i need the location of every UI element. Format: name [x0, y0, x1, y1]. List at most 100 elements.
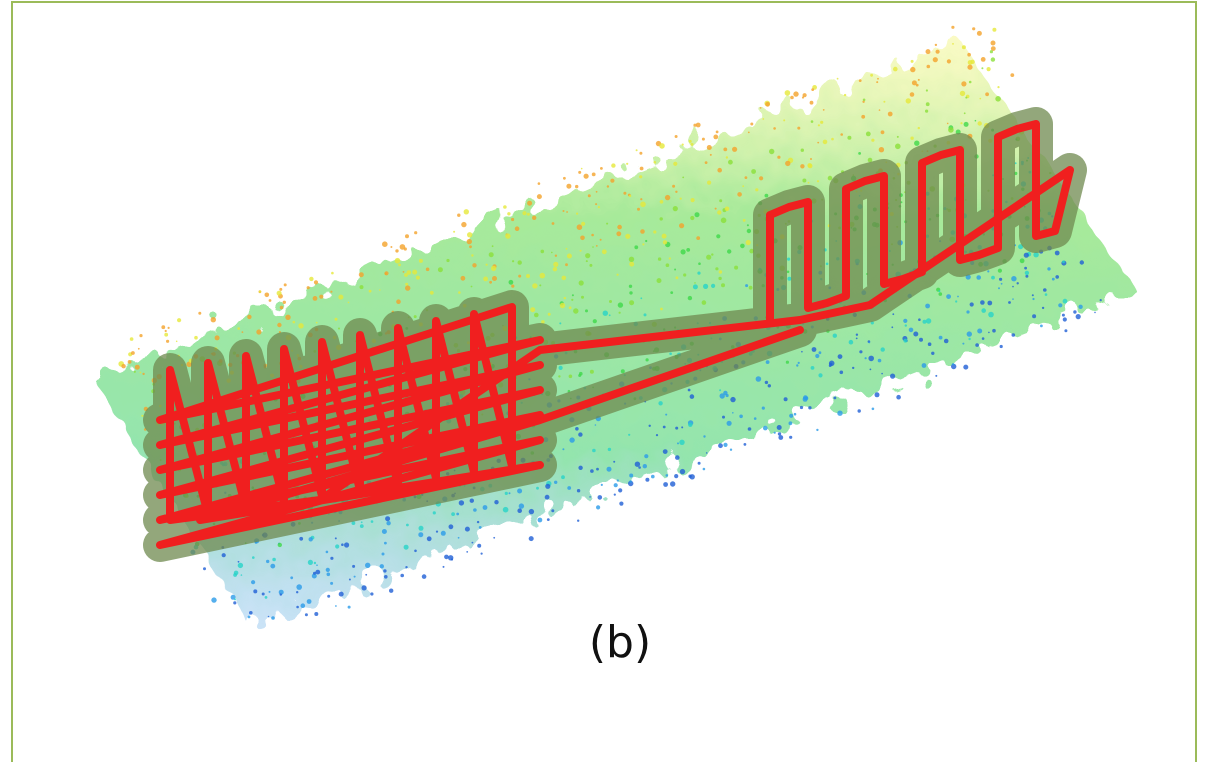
- point: [470, 499, 474, 503]
- point: [968, 338, 970, 340]
- point: [433, 511, 436, 514]
- point: [527, 201, 532, 206]
- point: [823, 109, 825, 111]
- point: [727, 249, 731, 253]
- point: [262, 593, 265, 596]
- point: [666, 474, 669, 477]
- point: [481, 553, 483, 555]
- point: [807, 163, 811, 167]
- point: [430, 291, 434, 295]
- point: [280, 593, 282, 595]
- point: [1017, 282, 1019, 284]
- point: [935, 375, 937, 377]
- point: [812, 347, 817, 352]
- point: [596, 191, 598, 193]
- point: [477, 544, 481, 548]
- point: [868, 158, 873, 163]
- point: [978, 121, 982, 125]
- point: [389, 589, 393, 593]
- point: [703, 284, 708, 289]
- point: [382, 553, 385, 556]
- point: [658, 401, 662, 405]
- point: [489, 281, 492, 284]
- point: [233, 601, 236, 604]
- point: [545, 495, 550, 500]
- point: [785, 161, 790, 166]
- point: [653, 230, 656, 233]
- point: [975, 120, 977, 122]
- point: [856, 338, 858, 340]
- point: [740, 244, 745, 249]
- point: [505, 492, 508, 495]
- point: [670, 291, 673, 294]
- point: [265, 293, 270, 298]
- point: [657, 278, 662, 283]
- point: [819, 351, 822, 354]
- point: [988, 312, 994, 318]
- point: [856, 334, 858, 336]
- point: [607, 467, 612, 472]
- point: [927, 65, 931, 69]
- point: [640, 229, 645, 234]
- point: [465, 527, 470, 532]
- point: [576, 213, 578, 215]
- point: [338, 328, 340, 330]
- point: [723, 148, 727, 152]
- point: [688, 296, 692, 300]
- point: [335, 544, 339, 548]
- point: [575, 185, 578, 188]
- point: [746, 240, 751, 245]
- point: [967, 65, 972, 70]
- point: [686, 248, 690, 252]
- point: [540, 273, 546, 279]
- point: [703, 435, 705, 437]
- point: [360, 285, 364, 289]
- point: [706, 255, 711, 260]
- point: [640, 198, 642, 200]
- point: [256, 329, 261, 334]
- point: [1011, 276, 1016, 281]
- point: [919, 338, 923, 342]
- point: [314, 280, 318, 284]
- point: [518, 275, 521, 278]
- point: [904, 339, 908, 343]
- point: [629, 300, 634, 305]
- point: [382, 529, 387, 534]
- point: [910, 67, 915, 72]
- point: [371, 520, 374, 523]
- point: [330, 557, 333, 560]
- point: [944, 339, 949, 344]
- point: [675, 135, 678, 138]
- point: [680, 469, 685, 474]
- point: [793, 91, 798, 96]
- point: [578, 432, 582, 436]
- point: [365, 563, 370, 568]
- point: [1073, 310, 1076, 313]
- point: [1010, 73, 1014, 77]
- point: [459, 500, 464, 505]
- point: [467, 239, 472, 244]
- point: [369, 290, 372, 293]
- point: [1040, 325, 1043, 328]
- point: [327, 573, 331, 577]
- point: [471, 254, 473, 256]
- point: [636, 149, 638, 151]
- point: [999, 278, 1002, 281]
- point: [629, 257, 634, 262]
- point: [688, 389, 691, 392]
- point: [553, 267, 557, 271]
- point: [461, 276, 466, 281]
- point: [601, 484, 603, 486]
- point: [509, 280, 514, 285]
- point: [483, 505, 488, 510]
- point: [414, 231, 417, 234]
- point: [418, 532, 423, 537]
- point: [177, 318, 181, 322]
- point: [654, 161, 657, 164]
- point: [598, 495, 603, 500]
- point: [982, 337, 985, 340]
- point: [777, 156, 780, 159]
- point: [308, 560, 313, 565]
- point: [965, 97, 967, 99]
- point: [663, 482, 668, 487]
